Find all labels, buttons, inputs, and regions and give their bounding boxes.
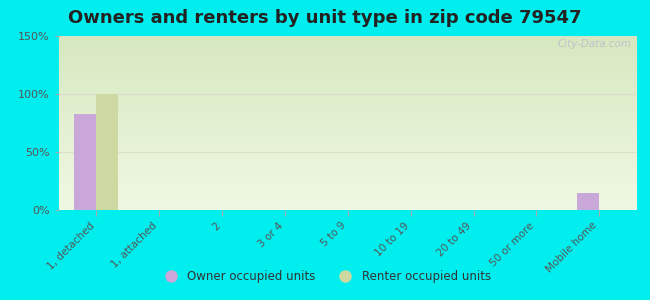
Legend: Owner occupied units, Renter occupied units: Owner occupied units, Renter occupied un…	[154, 266, 496, 288]
Bar	[74, 114, 96, 210]
Bar	[577, 193, 599, 210]
Bar	[96, 94, 118, 210]
Text: Owners and renters by unit type in zip code 79547: Owners and renters by unit type in zip c…	[68, 9, 582, 27]
Text: City-Data.com: City-Data.com	[557, 40, 631, 50]
